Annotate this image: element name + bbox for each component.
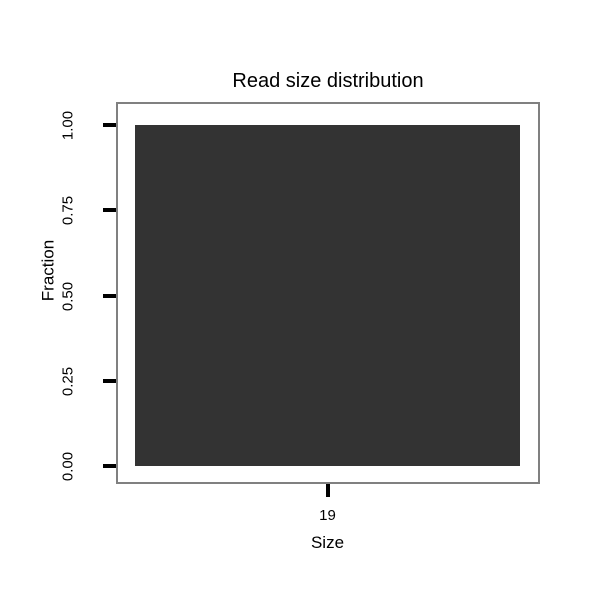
y-axis-title: Fraction [38,239,58,302]
y-axis-tick [103,378,116,383]
bar-series [118,104,538,482]
y-axis-tick [103,293,116,298]
plot-area [118,104,538,482]
chart-title: Read size distribution [232,70,424,92]
y-axis-tick-label: 0.25 [59,366,77,396]
y-axis-tick [103,464,116,468]
x-axis-tick [325,484,330,497]
x-axis-tick-label: 19 [319,507,336,524]
y-axis-tick [103,123,116,127]
bar-item[interactable] [135,125,520,466]
y-axis-tick-label: 0.00 [59,451,77,482]
y-axis-tick-label: 0.75 [59,196,77,226]
y-axis-tick-label: 1.00 [59,110,77,141]
x-axis-title: Size [310,533,345,552]
y-axis-tick [103,208,116,213]
y-axis-tick-label: 0.50 [59,281,77,311]
